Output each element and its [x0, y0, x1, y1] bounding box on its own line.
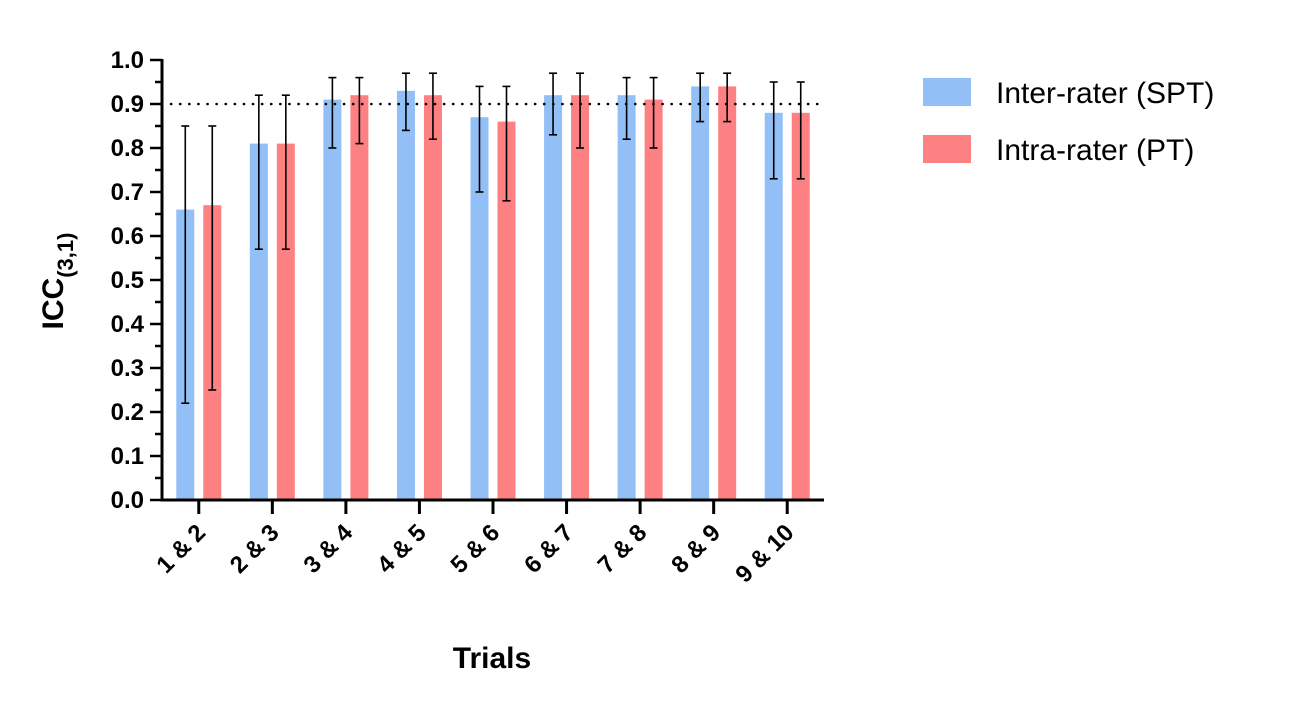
axes-layer — [150, 58, 824, 514]
bar-inter-9 — [764, 112, 783, 501]
x-tick-label-6: 6 & 7 — [519, 519, 579, 579]
bar-inter-7 — [617, 95, 636, 500]
bar-inter-4 — [396, 90, 415, 501]
x-tick-label-4: 4 & 5 — [372, 519, 432, 579]
y-tick-label-8: 0.8 — [111, 135, 144, 162]
bar-inter-3 — [323, 99, 342, 500]
bar-inter-2 — [249, 143, 268, 500]
x-tick-label-1: 1 & 2 — [151, 519, 211, 579]
x-tick-label-7: 7 & 8 — [593, 519, 653, 579]
bar-intra-6 — [571, 95, 590, 500]
x-tick-label-5: 5 & 6 — [446, 519, 506, 579]
y-tick-label-6: 0.6 — [111, 223, 144, 250]
bars-layer — [176, 86, 810, 501]
y-tick-label-4: 0.4 — [111, 311, 145, 338]
bar-inter-8 — [691, 86, 710, 501]
bar-intra-4 — [423, 95, 442, 500]
error-bars-layer — [181, 72, 805, 405]
bar-inter-6 — [544, 95, 563, 500]
y-axis-title-main: ICC — [37, 278, 70, 330]
y-axis-title-subscript: (3,1) — [53, 233, 78, 278]
bar-intra-3 — [350, 95, 369, 500]
legend-label-inter-rater: Inter-rater (SPT) — [996, 77, 1214, 110]
y-tick-label-2: 0.2 — [111, 399, 144, 426]
x-tick-label-8: 8 & 9 — [666, 519, 726, 579]
y-tick-label-3: 0.3 — [111, 355, 144, 382]
bar-intra-5 — [497, 121, 516, 500]
y-axis-title: ICC(3,1) — [37, 233, 78, 330]
y-tick-label-7: 0.7 — [111, 179, 144, 206]
bar-intra-9 — [791, 112, 810, 501]
legend-swatch-inter-rater — [923, 78, 971, 106]
y-tick-label-5: 0.5 — [111, 267, 144, 294]
legend-swatch-intra-rater — [923, 135, 971, 163]
x-tick-label-3: 3 & 4 — [298, 519, 358, 579]
legend-label-intra-rater: Intra-rater (PT) — [996, 134, 1194, 167]
bar-intra-7 — [644, 99, 663, 500]
x-tick-label-9: 9 & 10 — [730, 519, 799, 588]
bar-intra-8 — [718, 86, 737, 501]
y-tick-label-1: 0.1 — [111, 443, 144, 470]
y-tick-label-10: 1.0 — [111, 47, 144, 74]
y-tick-label-0: 0.0 — [111, 487, 144, 514]
x-tick-label-2: 2 & 3 — [225, 519, 285, 579]
x-axis-title: Trials — [453, 642, 531, 675]
bar-inter-5 — [470, 117, 489, 500]
y-tick-label-9: 0.9 — [111, 91, 144, 118]
legend: Inter-rater (SPT) Intra-rater (PT) — [923, 77, 1214, 167]
bar-intra-2 — [276, 143, 295, 500]
